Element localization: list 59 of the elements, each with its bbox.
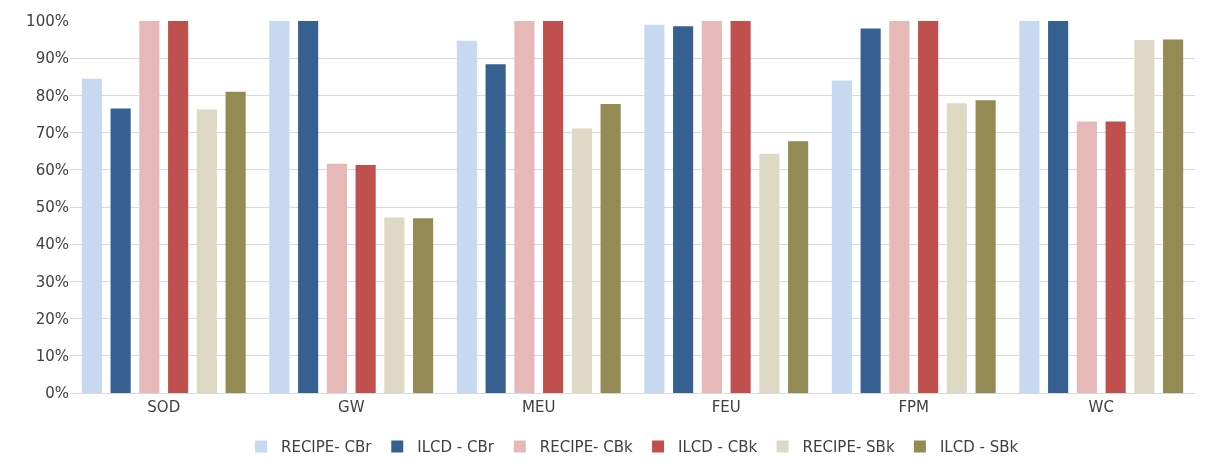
bar [673,26,694,393]
bar [269,21,290,393]
y-tick-label: 10% [35,347,69,366]
x-tick-label: FPM [898,398,930,416]
bar [1048,21,1069,393]
bar [644,24,665,393]
bar [1163,39,1184,393]
bar [196,109,217,393]
bar [1019,21,1040,393]
y-tick-label: 30% [35,272,69,291]
legend-label: ILCD - SBk [939,438,1019,457]
x-tick-label: GW [338,398,365,416]
bar [456,40,477,393]
bar [831,80,852,393]
bar [788,141,809,393]
bar [326,163,347,393]
y-tick-label: 60% [35,161,69,180]
bar [413,218,434,393]
y-tick-label: 0% [45,384,69,403]
bar [759,153,780,393]
bar [225,91,246,393]
bar [514,21,535,393]
y-tick-label: 90% [35,49,69,68]
bar [298,21,319,393]
bar [975,100,996,393]
bar [1105,121,1126,393]
legend-label: RECIPE- CBk [539,438,634,457]
x-tick-label: WC [1088,398,1114,416]
y-tick-label: 100% [26,12,69,31]
bar [860,28,881,393]
bar [139,21,160,393]
bar [110,108,131,393]
bar [571,128,592,393]
y-tick-label: 20% [35,309,69,328]
bar [600,103,621,393]
y-tick-label: 80% [35,86,69,105]
bar [1076,121,1097,393]
bar [355,164,376,393]
legend-label: RECIPE- CBr [281,438,373,457]
legend-label: RECIPE- SBk [802,438,895,457]
bar [168,21,189,393]
bar [730,21,751,393]
y-tick-label: 50% [35,198,69,217]
bar [543,21,564,393]
legend-label: ILCD - CBr [417,438,495,457]
x-tick-label: MEU [522,398,556,416]
bar [946,103,967,393]
y-tick-label: 40% [35,235,69,254]
bar [485,64,506,393]
bar [918,21,939,393]
legend-label: ILCD - CBk [678,438,758,457]
bar [1134,39,1155,393]
bar [384,217,405,393]
bar [701,21,722,393]
y-tick-label: 70% [35,123,69,142]
bar [889,21,910,393]
x-tick-label: SOD [147,398,181,416]
x-tick-label: FEU [711,398,741,416]
bar [81,78,102,393]
